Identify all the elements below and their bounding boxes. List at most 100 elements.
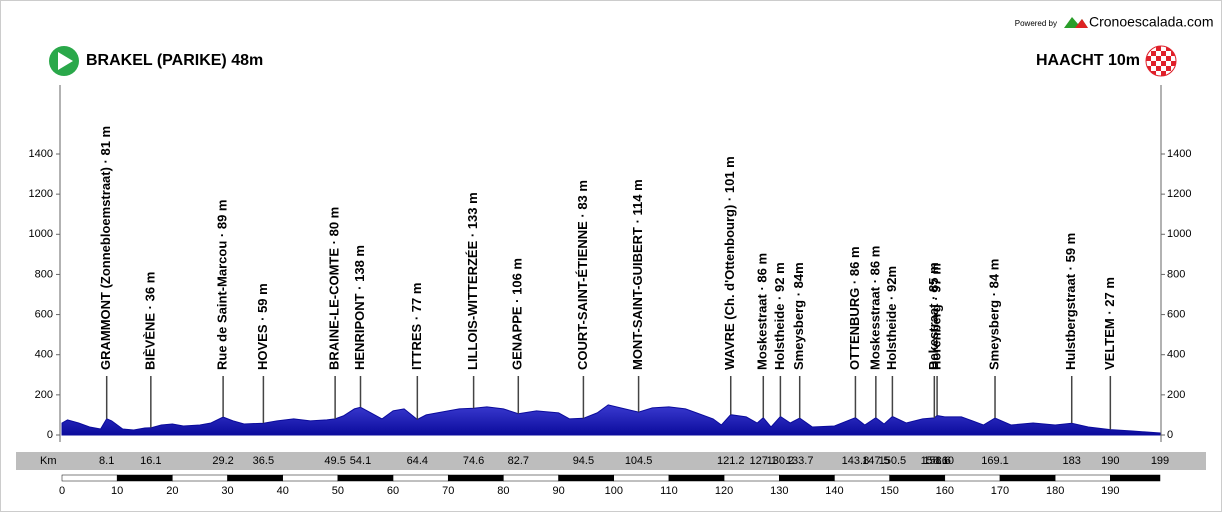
- km-band: [16, 452, 1206, 470]
- y-tick-label: 200: [35, 389, 53, 401]
- waypoint-label: VELTEM · 27 m: [1102, 277, 1117, 370]
- check: [1171, 61, 1176, 66]
- x-tick-label: 10: [111, 485, 123, 497]
- check: [1166, 66, 1171, 71]
- waypoint-label: Hulstbergstraat · 59 m: [1063, 233, 1078, 370]
- y-tick-label: 1000: [29, 228, 53, 240]
- check: [1156, 56, 1161, 61]
- scale-segment: [944, 474, 1001, 482]
- scale-segment: [1110, 474, 1161, 482]
- x-tick-label: 30: [221, 485, 233, 497]
- scale-segment: [723, 474, 780, 482]
- km-label: 104.5: [625, 455, 653, 467]
- x-tick-label: 120: [715, 485, 733, 497]
- x-tick-label: 180: [1046, 485, 1064, 497]
- check: [1151, 66, 1156, 71]
- check: [1166, 61, 1171, 66]
- check: [1171, 56, 1176, 61]
- finish-label: HAACHT 10m: [1036, 52, 1140, 69]
- km-label: 8.1: [99, 455, 114, 467]
- scale-segment: [337, 474, 394, 482]
- x-tick-label: 60: [387, 485, 399, 497]
- km-label: 94.5: [573, 455, 594, 467]
- y2-tick-label: 400: [1167, 349, 1185, 361]
- check: [1166, 51, 1171, 56]
- x-tick-label: 40: [277, 485, 289, 497]
- scale-segment: [668, 474, 725, 482]
- y2-tick-label: 1000: [1167, 228, 1191, 240]
- waypoint-label: LILLOIS-WITTERZÉE · 133 m: [465, 192, 480, 370]
- x-tick-label: 110: [660, 485, 678, 497]
- km-label: 74.6: [463, 455, 484, 467]
- x-tick-label: 150: [880, 485, 898, 497]
- check: [1151, 56, 1156, 61]
- scale-segment: [1054, 474, 1111, 482]
- waypoint-label: Bekestraat · 85 m: [926, 262, 941, 370]
- waypoint-label: COURT-SAINT-ÉTIENNE · 83 m: [575, 180, 590, 370]
- y2-tick-label: 1200: [1167, 188, 1191, 200]
- x-tick-label: 100: [605, 485, 623, 497]
- y2-tick-label: 0: [1167, 429, 1173, 441]
- x-tick-label: 170: [991, 485, 1009, 497]
- km-label: 158.6: [923, 455, 951, 467]
- x-tick-label: 190: [1101, 485, 1119, 497]
- y-tick-label: 400: [35, 349, 53, 361]
- waypoint-label: Rue de Saint-Marcou · 89 m: [215, 200, 230, 370]
- waypoint-label: HENRIPONT · 138 m: [352, 245, 367, 370]
- km-label: 150.5: [879, 455, 907, 467]
- waypoint-label: ITTRES · 77 m: [409, 283, 424, 370]
- x-tick-label: 70: [442, 485, 454, 497]
- y-tick-label: 1200: [29, 188, 53, 200]
- waypoint-label: Smeysberg · 84m: [791, 262, 806, 370]
- x-tick-label: 140: [825, 485, 843, 497]
- brand: Cronoescalada.com: [1089, 14, 1214, 30]
- waypoint-label: Horenberg · 97 m: [929, 263, 944, 370]
- km-label: 199: [1151, 455, 1169, 467]
- y2-tick-label: 1400: [1167, 148, 1191, 160]
- km-label: 169.1: [981, 455, 1009, 467]
- x-tick-label: 90: [552, 485, 564, 497]
- scale-segment: [613, 474, 670, 482]
- waypoint-label: WAVRE (Ch. d'Ottenbourg) · 101 m: [722, 156, 737, 370]
- km-label: 130.2: [767, 455, 795, 467]
- check: [1156, 61, 1161, 66]
- km-label: 29.2: [212, 455, 233, 467]
- brand-logo-peak: [1075, 19, 1088, 28]
- check: [1156, 71, 1161, 76]
- y2-tick-label: 200: [1167, 389, 1185, 401]
- check: [1146, 61, 1151, 66]
- x-tick-label: 50: [332, 485, 344, 497]
- scale-segment: [834, 474, 890, 482]
- scale-segment: [61, 474, 118, 482]
- waypoint-label: Moskesstraat · 86 m: [867, 246, 882, 370]
- scale-segment: [227, 474, 283, 482]
- check: [1161, 51, 1166, 56]
- check: [1151, 51, 1156, 56]
- check: [1161, 66, 1166, 71]
- km-label: 127.1: [750, 455, 778, 467]
- km-label: 121.2: [717, 455, 745, 467]
- km-label: 147.5: [862, 455, 890, 467]
- scale-segment: [172, 474, 228, 482]
- check: [1156, 51, 1161, 56]
- scale-segment: [282, 474, 339, 482]
- waypoint-label: GENAPPE · 106 m: [510, 258, 525, 370]
- scale-segment: [779, 474, 835, 482]
- y-tick-label: 1400: [29, 148, 53, 160]
- check: [1161, 56, 1166, 61]
- y2-tick-label: 800: [1167, 268, 1185, 280]
- flag-ring: [1145, 45, 1177, 77]
- waypoint-label: BRAINE-LE-COMTE · 80 m: [327, 207, 342, 370]
- km-label: 16.1: [140, 455, 161, 467]
- check: [1161, 46, 1166, 51]
- waypoint-label: BIÈVÈNE · 36 m: [142, 272, 157, 370]
- start-label: BRAKEL (PARIKE) 48m: [86, 52, 263, 69]
- scale-segment: [392, 474, 449, 482]
- check: [1166, 56, 1171, 61]
- scale-segment: [116, 474, 173, 482]
- waypoint-label: GRAMMONT (Zonnebloemstraat) · 81 m: [98, 126, 113, 370]
- km-label: 49.5: [324, 455, 345, 467]
- waypoint-label: Moskestraat · 86 m: [755, 253, 770, 370]
- km-label: 143.8: [842, 455, 870, 467]
